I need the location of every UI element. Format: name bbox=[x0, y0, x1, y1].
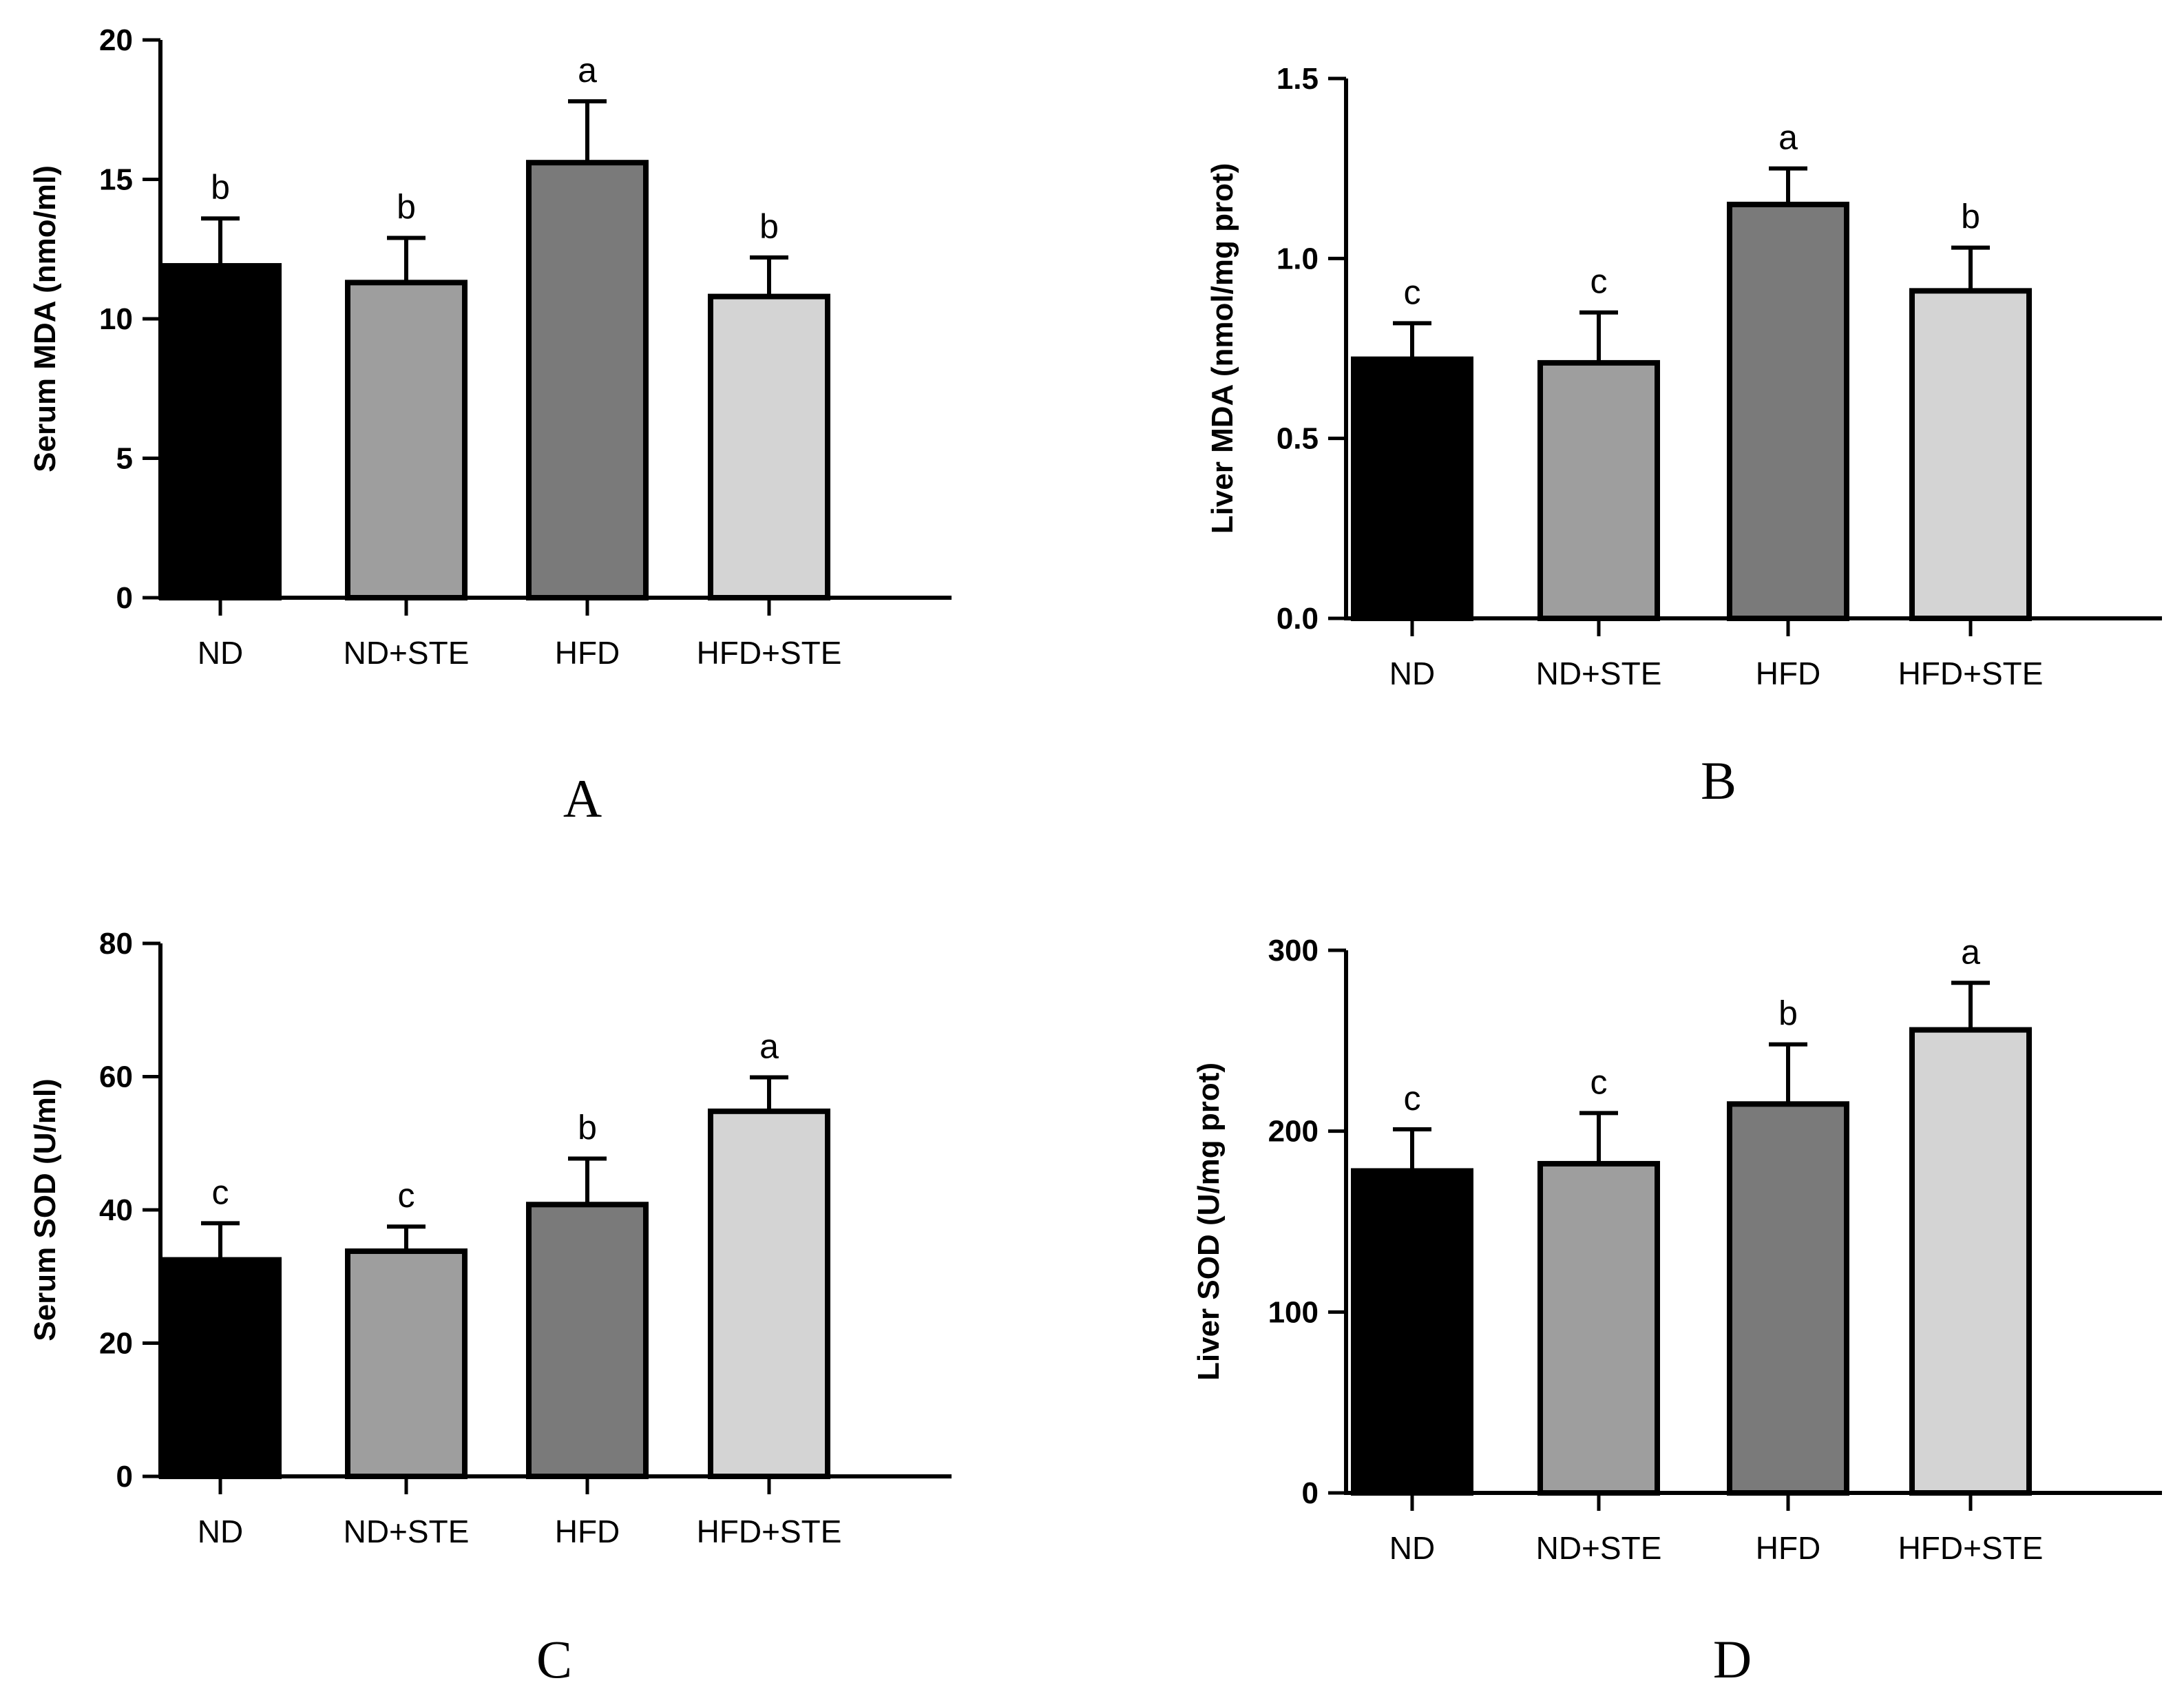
y-tick-label: 20 bbox=[99, 23, 133, 57]
category-label: ND bbox=[1389, 1530, 1435, 1566]
category-label: HFD bbox=[555, 635, 620, 671]
category-label: HFD+STE bbox=[1898, 656, 2044, 691]
bar-hfd-plus-ste bbox=[708, 1108, 830, 1480]
category-label: HFD+STE bbox=[697, 635, 842, 671]
category-label: HFD+STE bbox=[697, 1514, 842, 1549]
category-label: ND+STE bbox=[1536, 656, 1662, 691]
bar-nd-plus-ste bbox=[1537, 359, 1660, 621]
bar-nd-plus-ste bbox=[345, 280, 468, 600]
chart-panel-a: b ND b ND+STE a HFD b HFD+STE 0 5 10 15 20 Serum MDA … bbox=[28, 23, 952, 828]
panel-label: D bbox=[1713, 1629, 1752, 1689]
category-label: HFD bbox=[555, 1514, 620, 1549]
significance-label: c bbox=[1404, 273, 1421, 311]
y-tick-label: 1.5 bbox=[1277, 62, 1319, 96]
y-tick-label: 15 bbox=[99, 163, 133, 197]
bar-nd bbox=[1351, 356, 1473, 621]
panel-label: A bbox=[563, 768, 602, 828]
bar-hfd bbox=[1727, 201, 1849, 621]
y-tick-label: 0.5 bbox=[1277, 422, 1319, 456]
category-label: ND bbox=[198, 635, 243, 671]
y-tick-label: 100 bbox=[1268, 1295, 1319, 1329]
bar-hfd-plus-ste bbox=[1909, 288, 2032, 621]
category-label: HFD+STE bbox=[1898, 1530, 2044, 1566]
category-label: ND+STE bbox=[1536, 1530, 1662, 1566]
y-tick-label: 0 bbox=[116, 581, 133, 615]
bar-nd bbox=[159, 263, 282, 600]
y-tick-label: 60 bbox=[99, 1060, 133, 1094]
y-axis-title: Serum SOD (U/ml) bbox=[28, 1078, 62, 1341]
category-label: ND bbox=[198, 1514, 243, 1549]
bar-hfd bbox=[526, 1202, 649, 1479]
bar-hfd-plus-ste bbox=[708, 293, 830, 600]
bar-nd-plus-ste bbox=[1537, 1160, 1660, 1496]
y-axis-title: Serum MDA (nmo/ml) bbox=[28, 165, 62, 472]
category-label: HFD bbox=[1756, 656, 1821, 691]
panel-label: B bbox=[1701, 751, 1736, 810]
bar-nd bbox=[159, 1257, 282, 1479]
y-tick-label: 10 bbox=[99, 302, 133, 336]
bar-hfd bbox=[1727, 1101, 1849, 1496]
significance-label: a bbox=[1961, 932, 1980, 971]
y-tick-label: 0 bbox=[116, 1460, 133, 1494]
y-tick-label: 300 bbox=[1268, 934, 1319, 967]
y-tick-label: 5 bbox=[116, 442, 133, 476]
significance-label: a bbox=[759, 1027, 779, 1065]
significance-label: b bbox=[578, 1109, 597, 1147]
bar-hfd bbox=[526, 160, 649, 600]
significance-label: b bbox=[1961, 198, 1980, 236]
significance-label: a bbox=[578, 51, 597, 90]
chart-panel-c: c ND c ND+STE b HFD a HFD+STE 0 20 40 60 80 Serum SOD… bbox=[28, 927, 952, 1689]
y-tick-label: 200 bbox=[1268, 1115, 1319, 1149]
panel-label: C bbox=[536, 1629, 572, 1689]
category-label: HFD bbox=[1756, 1530, 1821, 1566]
significance-label: a bbox=[1778, 118, 1798, 157]
chart-panel-d: c ND c ND+STE b HFD a HFD+STE 0 100 200 300 Liver SO… bbox=[1192, 932, 2162, 1689]
significance-label: b bbox=[211, 168, 230, 207]
bar-nd bbox=[1351, 1168, 1473, 1496]
y-axis-title: Liver MDA (nmol/mg prot) bbox=[1206, 163, 1239, 534]
significance-label: b bbox=[1778, 994, 1798, 1033]
y-tick-label: 20 bbox=[99, 1327, 133, 1361]
y-tick-label: 1.0 bbox=[1277, 242, 1319, 275]
chart-panel-b: c ND c ND+STE a HFD b HFD+STE 0.0 0.5 1.0 1.5 Liver … bbox=[1206, 62, 2162, 810]
significance-label: c bbox=[212, 1173, 229, 1211]
bar-hfd-plus-ste bbox=[1909, 1027, 2032, 1496]
significance-label: c bbox=[1404, 1079, 1421, 1118]
bar-nd-plus-ste bbox=[345, 1248, 468, 1479]
y-tick-label: 0 bbox=[1302, 1476, 1319, 1510]
y-tick-label: 40 bbox=[99, 1193, 133, 1227]
y-tick-label: 80 bbox=[99, 927, 133, 961]
significance-label: c bbox=[1590, 262, 1608, 301]
category-label: ND+STE bbox=[344, 1514, 470, 1549]
significance-label: b bbox=[759, 207, 779, 246]
category-label: ND+STE bbox=[344, 635, 470, 671]
significance-label: b bbox=[397, 188, 416, 227]
y-tick-label: 0.0 bbox=[1277, 602, 1319, 636]
significance-label: c bbox=[1590, 1063, 1608, 1101]
y-axis-title: Liver SOD (U/mg prot) bbox=[1192, 1063, 1226, 1381]
category-label: ND bbox=[1389, 656, 1435, 691]
significance-label: c bbox=[398, 1176, 415, 1215]
